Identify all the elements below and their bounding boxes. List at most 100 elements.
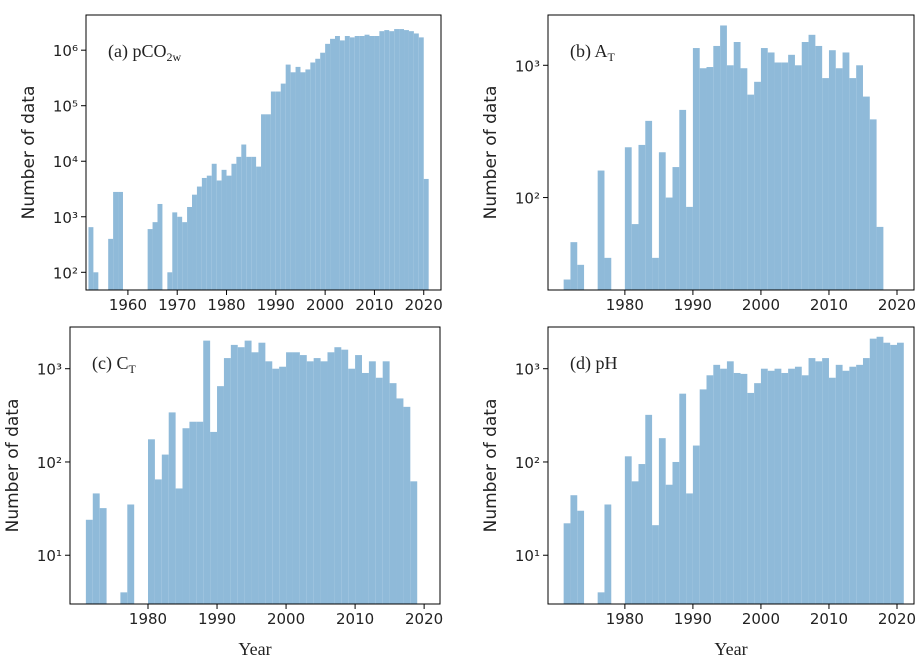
bar: [720, 368, 727, 604]
bar: [251, 156, 257, 290]
bar: [375, 377, 383, 604]
x-tick-label: 1990: [674, 610, 712, 628]
bar: [679, 393, 687, 604]
bar: [341, 349, 349, 604]
bar: [740, 68, 748, 290]
bar: [161, 454, 169, 604]
bar: [747, 392, 755, 604]
bar: [774, 368, 782, 604]
bar: [652, 257, 659, 290]
y-tick-label: 10³: [515, 361, 540, 379]
bar: [720, 25, 727, 290]
bar: [801, 41, 809, 290]
bar: [856, 65, 863, 290]
bar: [261, 114, 266, 290]
bar: [733, 372, 741, 604]
bar: [788, 54, 795, 291]
x-axis-label: Year: [714, 639, 747, 657]
bar: [692, 445, 700, 604]
bar: [258, 342, 266, 604]
bar: [99, 508, 107, 604]
bar: [794, 366, 802, 604]
bar: [849, 366, 857, 604]
bar: [856, 364, 863, 604]
bar: [270, 91, 276, 290]
bar: [369, 36, 375, 291]
bar: [187, 206, 193, 290]
bar: [835, 68, 843, 290]
bar: [118, 191, 123, 290]
bar: [306, 361, 314, 604]
x-tick-label: 2010: [810, 296, 848, 314]
y-tick-label: 10³: [37, 361, 62, 379]
panel-label: (d) pH: [570, 353, 618, 374]
bar: [334, 36, 340, 291]
x-tick-label: 2020: [878, 296, 916, 314]
bar: [781, 372, 789, 604]
bar: [154, 479, 162, 604]
bar: [251, 352, 259, 604]
bar: [822, 78, 829, 290]
panel-label-sub: T: [608, 50, 616, 64]
bar: [563, 279, 571, 290]
bar: [113, 191, 119, 290]
bar: [189, 421, 197, 604]
bar: [747, 94, 755, 291]
bar: [754, 383, 761, 604]
bar: [217, 386, 224, 604]
bar: [733, 41, 741, 290]
panel-label: (a) pCO2w: [108, 41, 181, 64]
bar: [890, 344, 897, 604]
bar: [389, 383, 397, 604]
bar: [808, 358, 816, 604]
bar: [211, 163, 217, 290]
bar: [692, 48, 700, 290]
bar: [842, 370, 850, 604]
bar: [359, 36, 365, 291]
bar: [290, 72, 296, 291]
bar: [265, 114, 271, 290]
bar: [699, 389, 707, 604]
bar: [869, 119, 877, 291]
bar: [265, 361, 273, 604]
panel-label: (b) AT: [570, 41, 616, 64]
bar: [389, 31, 395, 291]
bar: [196, 186, 202, 290]
bar: [842, 52, 850, 290]
bar: [828, 377, 836, 604]
bar: [418, 37, 424, 290]
bar: [349, 37, 355, 290]
bar: [883, 342, 891, 604]
x-tick-label: 2020: [405, 610, 443, 628]
bar: [404, 30, 409, 291]
bar: [577, 264, 585, 290]
bar: [835, 364, 843, 604]
x-tick-label: 2010: [810, 610, 848, 628]
bar: [203, 340, 211, 604]
bar: [237, 347, 245, 604]
bar: [604, 504, 612, 604]
bar: [226, 175, 232, 290]
bar: [631, 481, 639, 604]
x-tick-label: 1990: [257, 296, 295, 314]
plot-frame: [85, 14, 442, 291]
bar: [638, 464, 646, 604]
bar: [815, 45, 823, 290]
bar: [862, 96, 870, 290]
bar: [206, 175, 212, 290]
bar: [638, 144, 646, 290]
bar: [726, 361, 734, 604]
bar: [177, 216, 183, 290]
bar: [361, 372, 369, 604]
panel: 1980 1990 2000 2010 2020 10² 10³ Number of data…: [481, 14, 916, 314]
bar: [364, 34, 370, 291]
bar: [299, 355, 307, 604]
bar: [822, 358, 829, 604]
bar: [231, 163, 237, 290]
bar: [127, 504, 135, 604]
bar: [108, 238, 114, 290]
x-tick-label: 2000: [306, 296, 344, 314]
bar: [665, 484, 673, 604]
y-tick-label: 10²: [515, 190, 540, 208]
x-tick-label: 1980: [606, 296, 644, 314]
